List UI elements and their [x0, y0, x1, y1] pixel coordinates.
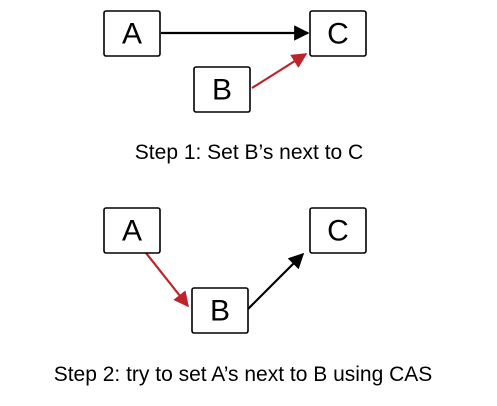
step1-node-a: A — [103, 10, 161, 57]
step2-node-c-label: C — [327, 215, 349, 248]
step2-node-c: C — [309, 207, 367, 254]
step1-node-c: C — [309, 10, 367, 57]
step2-node-b-label: B — [210, 295, 230, 328]
step2-node-a-label: A — [122, 215, 142, 248]
step2-node-a: A — [103, 207, 161, 254]
step2-caption: Step 2: try to set A’s next to B using C… — [54, 363, 433, 386]
step1-node-a-label: A — [122, 18, 142, 51]
step1-node-b-label: B — [212, 74, 232, 107]
step2-edge-a-to-b — [145, 252, 189, 308]
step1-caption: Step 1: Set B’s next to C — [135, 141, 363, 164]
step1-node-b: B — [193, 66, 251, 113]
step2-edge-b-to-c — [247, 252, 305, 310]
step2-group: A C B Step 2: try to set A’s next to B u… — [54, 207, 433, 386]
step1-node-c-label: C — [327, 18, 349, 51]
step1-edge-b-to-c — [251, 53, 308, 89]
step1-group: A C B Step 1: Set B’s next to C — [103, 10, 367, 164]
step2-node-b: B — [191, 287, 249, 334]
